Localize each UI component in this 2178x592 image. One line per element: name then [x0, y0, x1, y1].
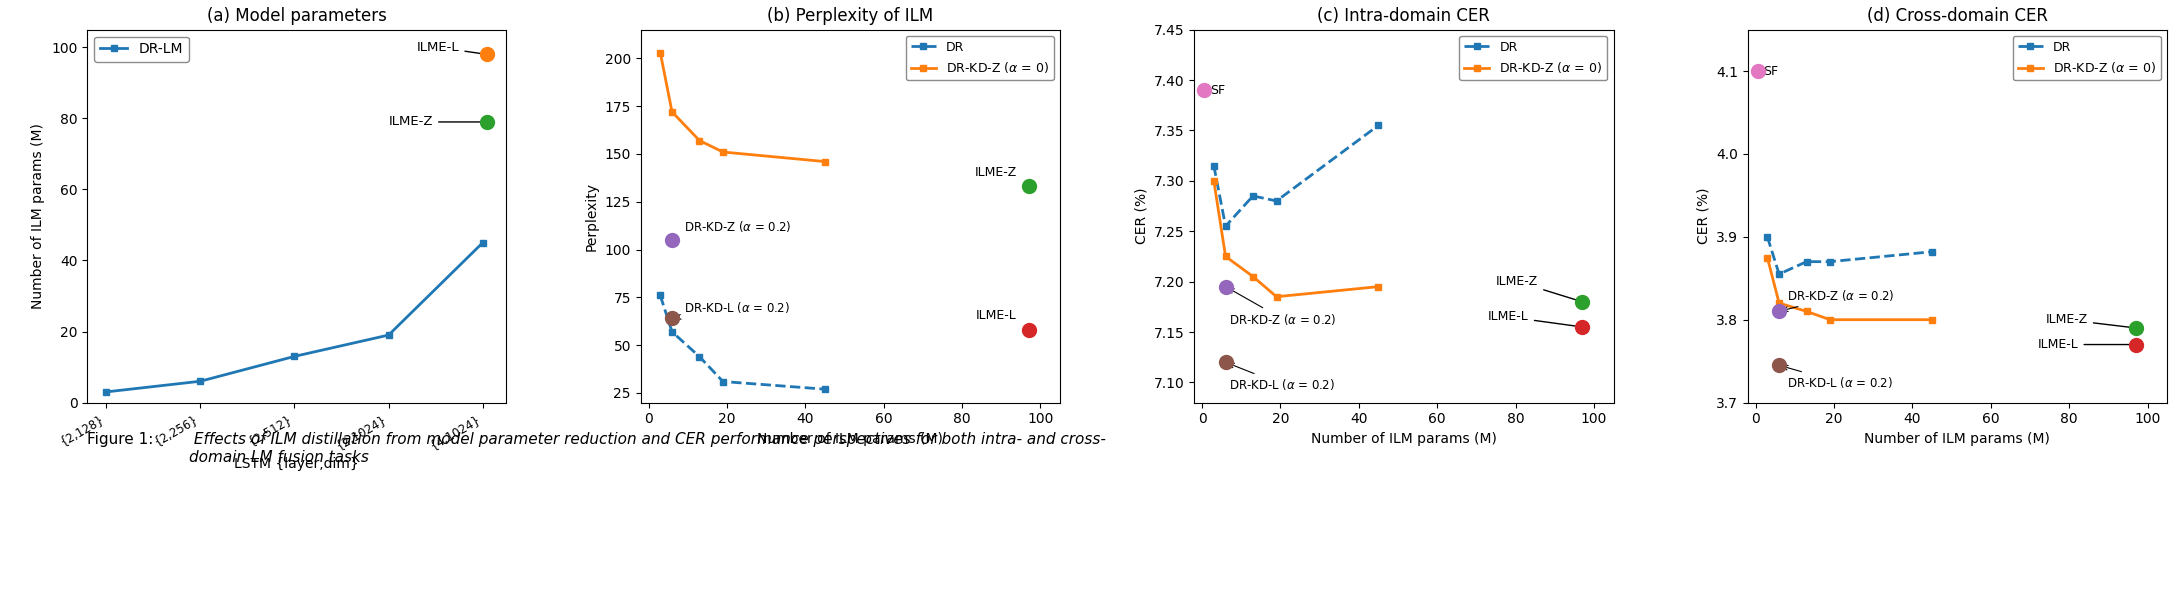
- DR: [1753, 233, 1779, 240]
- Legend: DR, DR-KD-Z ($\alpha$ = 0): DR, DR-KD-Z ($\alpha$ = 0): [2012, 36, 2161, 80]
- DR: [1200, 162, 1226, 169]
- Legend: DR, DR-KD-Z ($\alpha$ = 0): DR, DR-KD-Z ($\alpha$ = 0): [1459, 36, 1607, 80]
- DR-LM: [470, 239, 497, 246]
- DR-KD-Z ($\alpha$ = 0): [1792, 308, 1819, 315]
- Point: [1564, 297, 1599, 307]
- Text: DR-KD-L ($\alpha$ = 0.2): DR-KD-L ($\alpha$ = 0.2): [1228, 363, 1335, 392]
- Legend: DR-LM: DR-LM: [94, 37, 189, 62]
- Point: [1740, 66, 1775, 76]
- Text: SF: SF: [1211, 83, 1224, 96]
- DR-KD-Z ($\alpha$ = 0): [710, 149, 736, 156]
- Point: [2119, 340, 2154, 349]
- DR-LM: [94, 388, 120, 395]
- Title: (c) Intra-domain CER: (c) Intra-domain CER: [1318, 7, 1490, 25]
- Point: [1187, 85, 1222, 95]
- DR: [1239, 192, 1265, 200]
- Point: [1011, 325, 1045, 334]
- DR: [710, 378, 736, 385]
- Text: SF: SF: [1764, 65, 1779, 78]
- X-axis label: LSTM {layer,dim}: LSTM {layer,dim}: [235, 457, 359, 471]
- Text: ILME-Z: ILME-Z: [1496, 275, 1579, 301]
- DR-LM: [187, 378, 213, 385]
- Text: DR-KD-Z ($\alpha$ = 0.2): DR-KD-Z ($\alpha$ = 0.2): [684, 219, 791, 234]
- DR-KD-Z ($\alpha$ = 0): [1213, 253, 1239, 260]
- Legend: DR, DR-KD-Z ($\alpha$ = 0): DR, DR-KD-Z ($\alpha$ = 0): [906, 36, 1054, 80]
- DR-LM: [281, 353, 307, 360]
- Line: DR-LM: DR-LM: [102, 239, 486, 395]
- DR: [1213, 223, 1239, 230]
- DR: [1919, 248, 1945, 255]
- DR-KD-Z ($\alpha$ = 0): [1766, 300, 1792, 307]
- Point: [1209, 282, 1244, 291]
- DR: [1792, 258, 1819, 265]
- Point: [470, 117, 505, 127]
- Text: ILME-Z: ILME-Z: [976, 166, 1017, 179]
- Y-axis label: Perplexity: Perplexity: [586, 182, 599, 250]
- Text: ILME-L: ILME-L: [1488, 310, 1579, 327]
- Text: DR-KD-Z ($\alpha$ = 0.2): DR-KD-Z ($\alpha$ = 0.2): [1784, 288, 1895, 311]
- Point: [656, 235, 690, 244]
- Text: Figure 1:: Figure 1:: [87, 432, 159, 447]
- DR: [1816, 258, 1843, 265]
- X-axis label: Number of ILM params (M): Number of ILM params (M): [1311, 432, 1496, 446]
- Point: [470, 50, 505, 59]
- DR-KD-Z ($\alpha$ = 0): [812, 158, 839, 165]
- Text: ILME-L: ILME-L: [2039, 338, 2132, 351]
- Title: (d) Cross-domain CER: (d) Cross-domain CER: [1867, 7, 2047, 25]
- Title: (a) Model parameters: (a) Model parameters: [207, 7, 388, 25]
- DR-LM: [375, 332, 401, 339]
- DR-KD-Z ($\alpha$ = 0): [1919, 316, 1945, 323]
- Text: DR-KD-L ($\alpha$ = 0.2): DR-KD-L ($\alpha$ = 0.2): [675, 300, 791, 319]
- Y-axis label: Number of ILM params (M): Number of ILM params (M): [30, 123, 46, 309]
- DR: [812, 385, 839, 392]
- Point: [1762, 307, 1797, 316]
- DR-KD-Z ($\alpha$ = 0): [660, 108, 686, 115]
- Point: [1564, 322, 1599, 332]
- DR: [1263, 197, 1289, 204]
- Y-axis label: CER (%): CER (%): [1697, 188, 1710, 244]
- Text: DR-KD-L ($\alpha$ = 0.2): DR-KD-L ($\alpha$ = 0.2): [1784, 365, 1893, 390]
- Line: DR-KD-Z ($\alpha$ = 0): DR-KD-Z ($\alpha$ = 0): [1764, 254, 1936, 323]
- DR-KD-Z ($\alpha$ = 0): [1263, 293, 1289, 300]
- X-axis label: Number of ILM params (M): Number of ILM params (M): [758, 432, 943, 446]
- Y-axis label: CER (%): CER (%): [1135, 188, 1148, 244]
- Text: Effects of ILM distillation from model parameter reduction and CER performance p: Effects of ILM distillation from model p…: [189, 432, 1106, 465]
- DR: [660, 328, 686, 335]
- Line: DR-KD-Z ($\alpha$ = 0): DR-KD-Z ($\alpha$ = 0): [1211, 178, 1381, 300]
- DR: [647, 292, 673, 299]
- Point: [2119, 323, 2154, 333]
- Text: ILME-Z: ILME-Z: [388, 115, 486, 128]
- Line: DR-KD-Z ($\alpha$ = 0): DR-KD-Z ($\alpha$ = 0): [658, 49, 828, 165]
- Point: [656, 314, 690, 323]
- Line: DR: DR: [1764, 233, 1936, 278]
- Text: DR-KD-Z ($\alpha$ = 0.2): DR-KD-Z ($\alpha$ = 0.2): [1228, 289, 1337, 327]
- Line: DR: DR: [1211, 122, 1381, 230]
- DR-KD-Z ($\alpha$ = 0): [1816, 316, 1843, 323]
- DR-KD-Z ($\alpha$ = 0): [1200, 177, 1226, 184]
- DR-KD-Z ($\alpha$ = 0): [647, 49, 673, 56]
- Line: DR: DR: [658, 292, 828, 392]
- Point: [1762, 361, 1797, 370]
- DR-KD-Z ($\alpha$ = 0): [1753, 254, 1779, 261]
- Point: [1011, 182, 1045, 191]
- DR: [1766, 271, 1792, 278]
- DR: [1366, 122, 1392, 129]
- DR-KD-Z ($\alpha$ = 0): [1239, 273, 1265, 280]
- Text: ILME-Z: ILME-Z: [2045, 313, 2132, 327]
- Title: (b) Perplexity of ILM: (b) Perplexity of ILM: [767, 7, 934, 25]
- Point: [1209, 358, 1244, 367]
- DR: [686, 353, 712, 360]
- Text: ILME-L: ILME-L: [416, 41, 486, 54]
- DR-KD-Z ($\alpha$ = 0): [686, 137, 712, 144]
- DR-KD-Z ($\alpha$ = 0): [1366, 283, 1392, 290]
- X-axis label: Number of ILM params (M): Number of ILM params (M): [1864, 432, 2049, 446]
- Text: ILME-L: ILME-L: [976, 309, 1017, 322]
